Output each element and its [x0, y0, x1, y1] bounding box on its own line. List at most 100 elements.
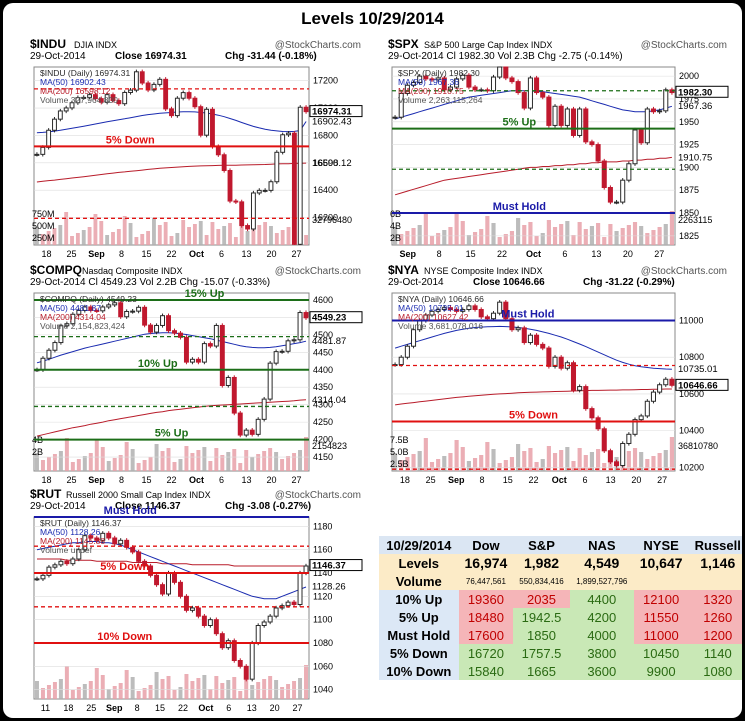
- table-header-cell: Dow: [458, 536, 514, 554]
- volume-bar: [88, 453, 93, 471]
- chart-header-line: 29-Oct-2014: [30, 51, 86, 62]
- x-tick-label: 13: [591, 249, 601, 259]
- volume-bar: [81, 230, 86, 245]
- candle-body: [297, 572, 303, 605]
- volume-tag: 36810780: [678, 441, 718, 451]
- candle-body: [243, 429, 249, 436]
- candle-body: [227, 170, 233, 202]
- volume-bar: [187, 227, 191, 245]
- table-cell: 1200: [688, 626, 742, 644]
- table-header-cell: 10/29/2014: [379, 536, 459, 554]
- volume-bar: [304, 437, 308, 471]
- candle-body: [142, 560, 148, 567]
- y-tick-label: 1060: [313, 661, 333, 671]
- volume-bar: [233, 237, 238, 245]
- volume-bar: [142, 460, 147, 471]
- y-tick-label: 1950: [679, 117, 699, 127]
- candle-body: [75, 97, 81, 104]
- candle-body: [460, 309, 466, 312]
- table-row: 5% Down 16720 1757.5 3800 10450 1140: [379, 644, 742, 662]
- chart-symbol: $INDU: [30, 37, 66, 51]
- x-tick-label: 13: [241, 475, 251, 485]
- x-tick-label: Oct: [189, 475, 204, 485]
- volume-bar: [534, 236, 539, 245]
- volume-bar: [152, 218, 156, 245]
- volume-bar: [257, 225, 262, 245]
- candle-body: [558, 356, 564, 369]
- volume-bar: [645, 459, 650, 471]
- volume-bar: [669, 211, 674, 245]
- candle-body: [286, 132, 291, 136]
- candle-body: [435, 309, 441, 312]
- candle-body: [632, 129, 638, 165]
- x-tick-label: 22: [497, 249, 507, 259]
- volume-bar: [651, 230, 656, 245]
- volume-bar: [99, 221, 104, 245]
- watermark: @StockCharts.com: [641, 266, 727, 277]
- x-tick-label: 25: [66, 475, 76, 485]
- table-cell: [633, 572, 689, 590]
- candle-body: [169, 108, 174, 117]
- level-label: 5% Up: [503, 117, 537, 129]
- volume-bar: [596, 449, 601, 471]
- level-label: 15% Up: [185, 288, 225, 300]
- candle-body: [219, 633, 225, 649]
- volume-bar: [196, 450, 201, 471]
- candle-body: [589, 141, 595, 146]
- y-tick-label: 4500: [313, 330, 333, 340]
- candle-body: [100, 306, 106, 312]
- x-tick-label: 6: [582, 475, 587, 485]
- level-label: 5% Down: [100, 561, 149, 573]
- chart-panel-spx: $SPX S&P 500 Large Cap Index INDX @StockCh…: [388, 37, 731, 259]
- candle-body: [142, 306, 148, 326]
- candle-body: [94, 309, 100, 312]
- value-tag-box: [675, 85, 729, 98]
- volume-bar: [304, 235, 308, 245]
- candle-body: [291, 601, 297, 605]
- candle-body: [128, 89, 133, 93]
- volume-bar: [472, 458, 478, 471]
- volume-bar: [94, 440, 99, 471]
- volume-bar: [485, 442, 490, 471]
- candle-body: [195, 607, 201, 617]
- volume-bar: [220, 455, 225, 471]
- candle-body: [124, 539, 130, 548]
- x-tick-label: Sep: [448, 475, 465, 485]
- candle-body: [183, 595, 189, 611]
- volume-bar: [583, 229, 588, 245]
- volume-bar: [509, 457, 515, 471]
- volume-bar: [130, 677, 135, 699]
- candle-body: [148, 565, 154, 576]
- x-tick-label: 8: [437, 249, 442, 259]
- volume-bar: [166, 676, 171, 699]
- candle-body: [100, 532, 106, 541]
- x-tick-label: 13: [247, 703, 257, 713]
- candle-body: [490, 76, 497, 92]
- volume-tick-label: 2.5B: [390, 459, 409, 469]
- volume-bar: [442, 456, 447, 471]
- volume-bar: [111, 232, 115, 245]
- candle-body: [577, 386, 583, 391]
- candle-body: [52, 564, 58, 568]
- volume-bar: [460, 447, 465, 471]
- candle-body: [632, 419, 638, 435]
- level-label: 10% Up: [138, 358, 178, 370]
- candle-body: [136, 551, 142, 562]
- value-tag: 1910.75: [678, 153, 712, 164]
- volume-bar: [286, 684, 291, 699]
- chart-header-line: 29-Oct-2014 Cl 1982.30 Vol 2.3B Chg -2.7…: [388, 51, 623, 62]
- candle-body: [145, 82, 151, 91]
- volume-bar: [280, 459, 285, 471]
- candle-body: [411, 329, 417, 347]
- y-tick-label: 10800: [679, 352, 704, 362]
- volume-bar: [546, 446, 551, 471]
- y-tick-label: 1875: [679, 185, 699, 195]
- volume-bar: [118, 455, 123, 471]
- y-tick-label: 1975: [679, 94, 699, 104]
- candle-body: [151, 83, 157, 91]
- legend-entry: MA(200) 16598.12: [40, 86, 111, 96]
- candle-body: [534, 334, 540, 345]
- chart-name: Nasdaq Composite INDX: [82, 266, 183, 276]
- levels-table-body: Levels 16,974 1,982 4,549 10,647 1,146 V…: [379, 554, 742, 680]
- candle-body: [57, 110, 63, 120]
